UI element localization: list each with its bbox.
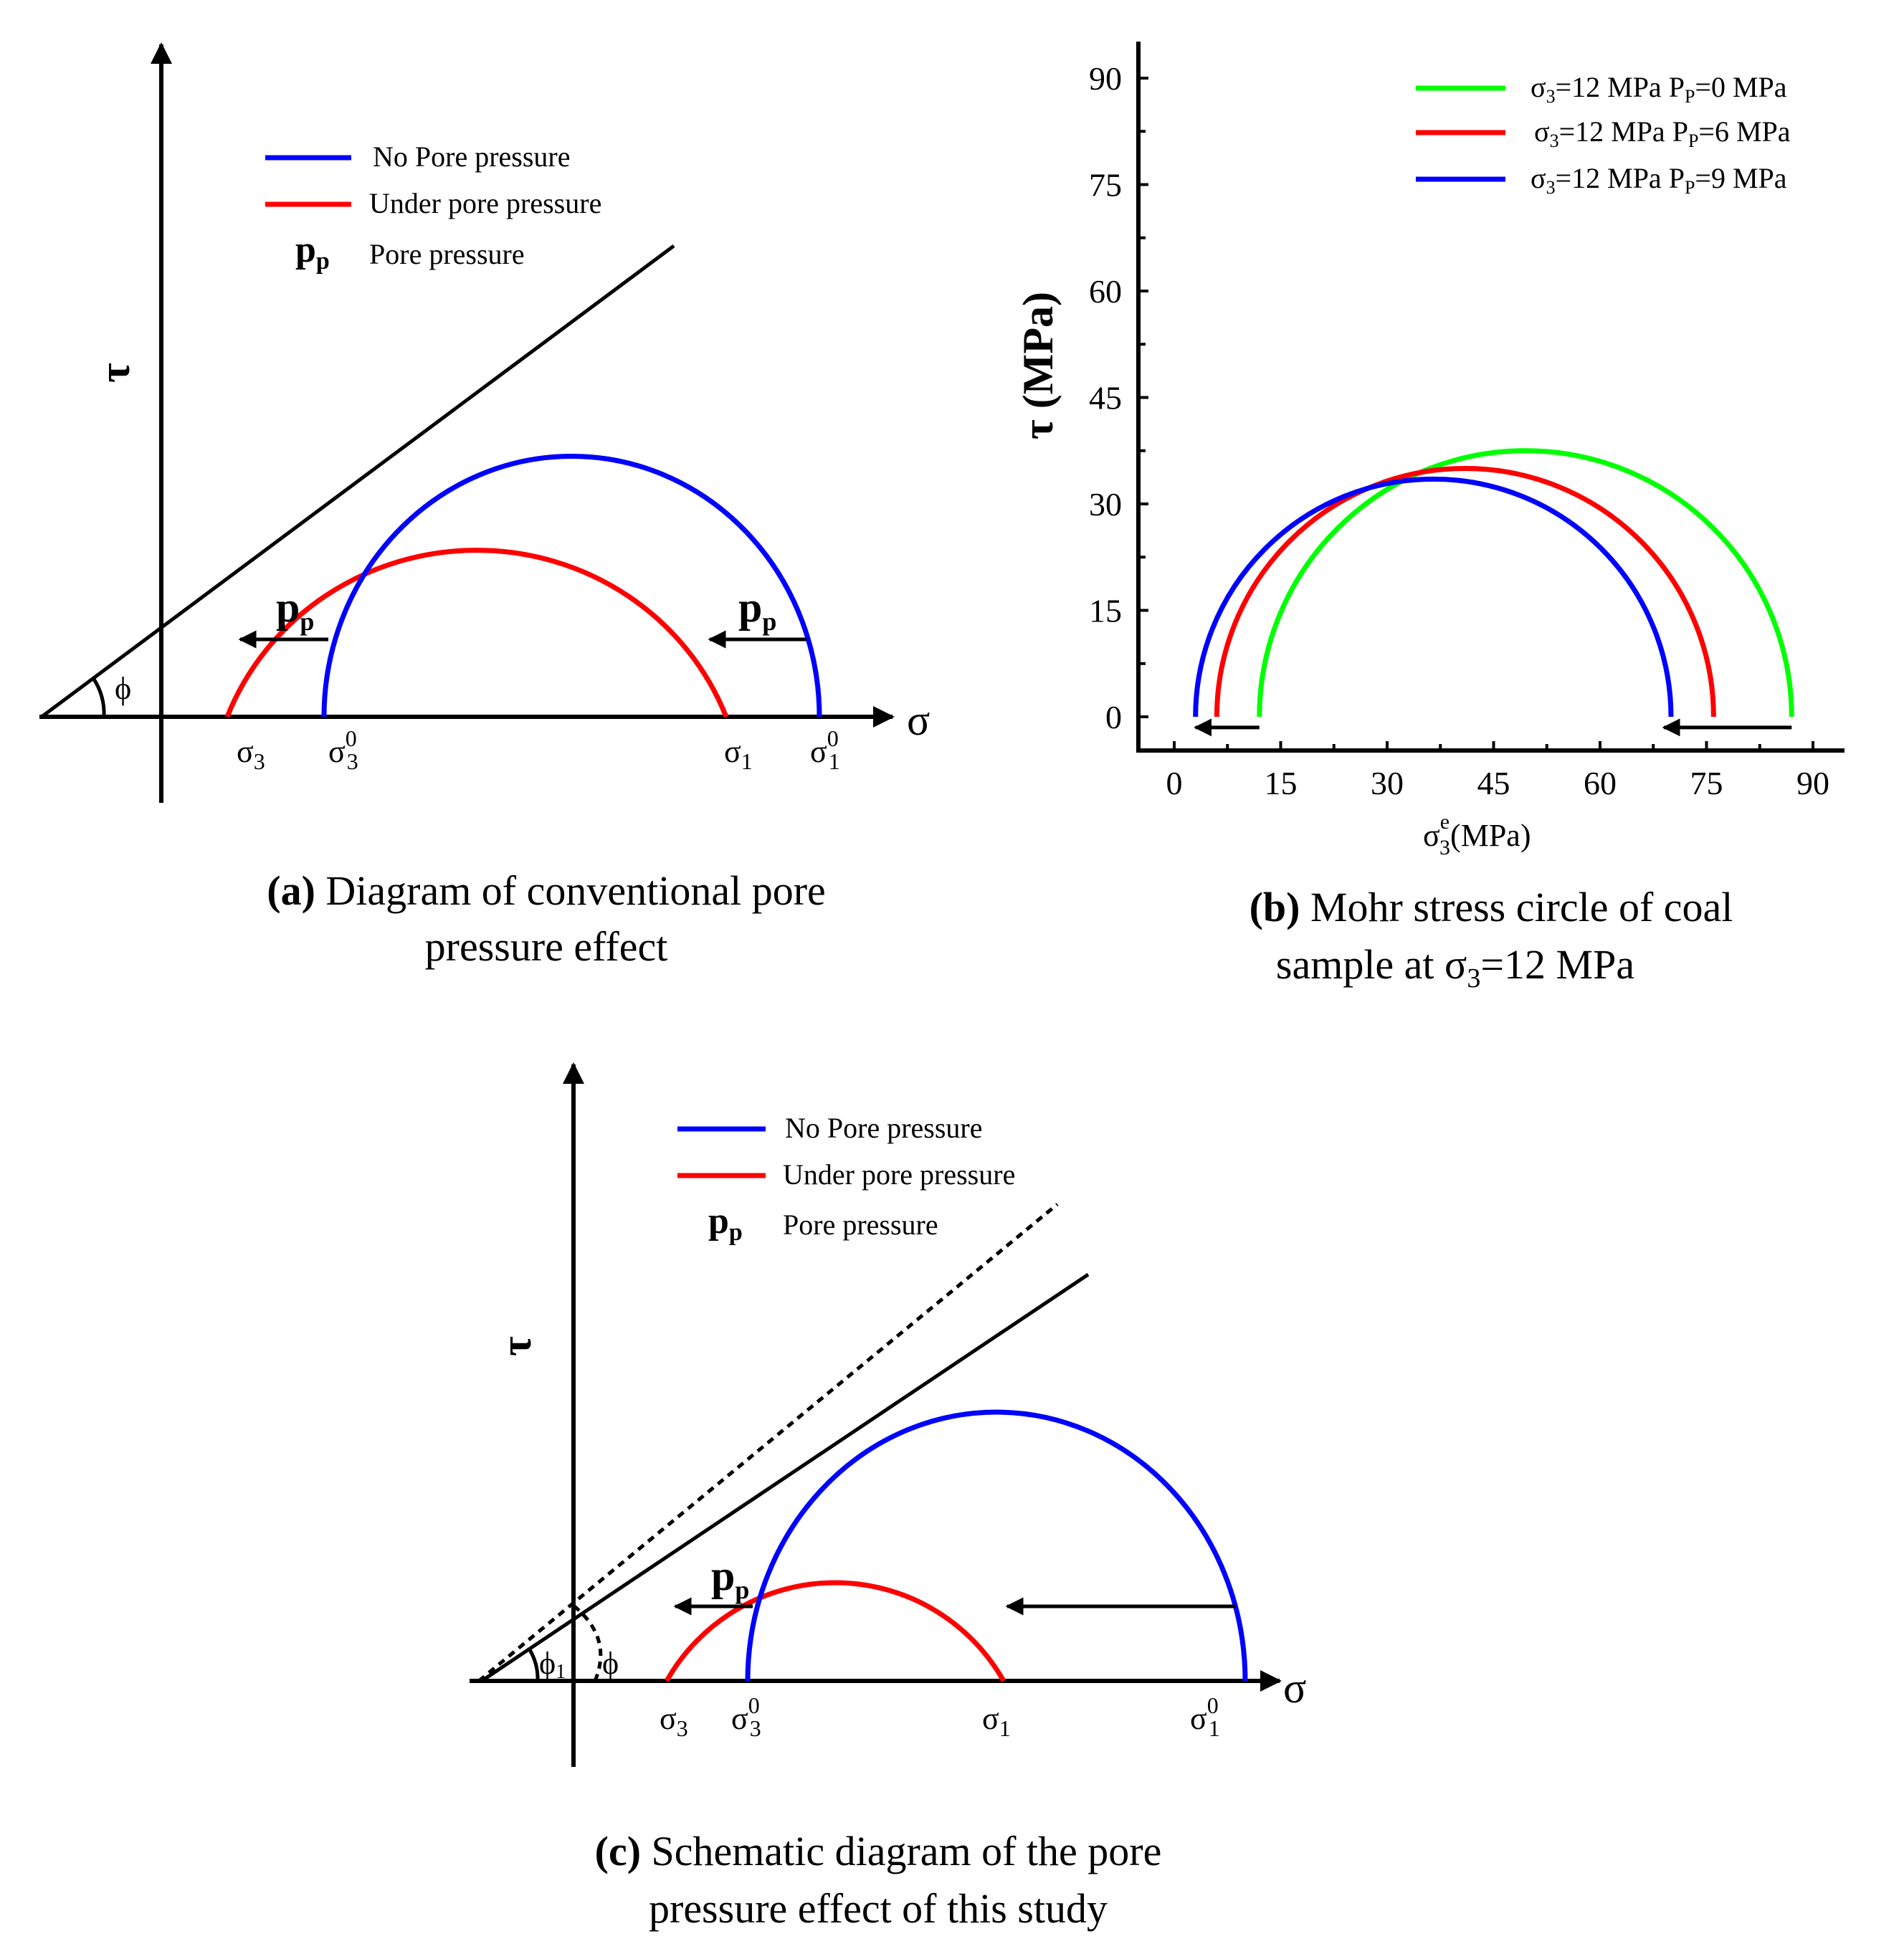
panel-b-legend-item-1: σ3=12 MPa PP=0 MPa [1531, 71, 1787, 107]
panel-b-caption-line2: sample at σ3=12 MPa [1276, 941, 1634, 993]
panel-c-pp-label: pp [711, 1552, 749, 1604]
y-tick-label-0: 0 [1105, 699, 1122, 735]
y-tick-label-45: 45 [1089, 380, 1122, 416]
panel-c-dashed-envelope [477, 1203, 1059, 1682]
y-tick-label-75: 75 [1089, 167, 1122, 204]
panel-c-sigma10-label: σ0 1 [1190, 1692, 1220, 1741]
panel-a: τ σ ϕ pp pp σ3 σ0 3 σ1 σ0 1 No Pore pressu… [39, 42, 930, 970]
panel-b-x-label: σe 3(MPa) [1423, 810, 1531, 859]
panel-b-y-label: τ (MPa) [1014, 292, 1062, 439]
panel-b-circles [1193, 448, 1794, 718]
panel-b-ticks: 0 15 30 45 60 75 90 0 15 30 45 60 75 90 [1089, 60, 1829, 801]
panel-a-phi-arc [91, 677, 106, 718]
mohr-circle--3-12-mpa-pp-6-mpa [1214, 466, 1716, 718]
panel-a-legend-pp-text: Pore pressure [369, 238, 525, 270]
panel-c-tau-symbol: τ [492, 1336, 540, 1356]
panel-a-failure-envelope [40, 244, 675, 719]
panel-b-legend-item-3: σ3=12 MPa PP=9 MPa [1531, 162, 1787, 198]
panel-a-sigma3-label: σ3 [237, 734, 265, 774]
y-tick-label-15: 15 [1089, 593, 1122, 629]
panel-a-sigma30-label: σ0 3 [328, 725, 358, 774]
x-tick-label-90: 90 [1796, 765, 1829, 801]
panel-c-legend-under-pore: Under pore pressure [783, 1158, 1015, 1191]
panel-b-legend: σ3=12 MPa PP=0 MPa σ3=12 MPa PP=6 MPa σ3… [1416, 71, 1791, 198]
panel-a-pp-left: pp [276, 583, 314, 636]
panel-a-blue-circle [321, 453, 822, 718]
panel-c-sigma-symbol: σ [1283, 1664, 1306, 1712]
y-tick-label-90: 90 [1089, 60, 1122, 97]
x-tick-label-0: 0 [1166, 765, 1183, 801]
y-tick-label-60: 60 [1089, 273, 1122, 310]
panel-a-sigma10-label: σ0 1 [810, 725, 840, 774]
panel-a-caption-line1: (a) Diagram of conventional pore [267, 867, 826, 914]
panel-c-phi1-arc [527, 1647, 540, 1682]
panel-a-legend-no-pore: No Pore pressure [373, 140, 571, 173]
panel-a-pp-right: pp [738, 583, 776, 636]
panel-c-caption-line2: pressure effect of this study [649, 1885, 1108, 1932]
panel-a-sigma-symbol: σ [907, 697, 930, 744]
x-tick-label-45: 45 [1477, 765, 1510, 801]
panel-a-phi-label: ϕ [115, 671, 131, 706]
panel-c-caption-line1: (c) Schematic diagram of the pore [595, 1828, 1162, 1874]
panel-c-red-circle [664, 1580, 1006, 1682]
panel-b-legend-item-2: σ3=12 MPa PP=6 MPa [1534, 115, 1791, 151]
panel-c-legend-pp-text: Pore pressure [783, 1209, 938, 1241]
panel-b-caption-line1: (b) Mohr stress circle of coal [1250, 884, 1733, 930]
panel-c-phi-label: ϕ [602, 1646, 619, 1681]
panel-a-sigma1-label: σ1 [724, 734, 753, 774]
mohr-circle--3-12-mpa-pp-0-mpa [1257, 448, 1794, 718]
panel-a-legend-pp-symbol: pp [295, 229, 330, 275]
panel-c-legend-pp-symbol: pp [708, 1201, 743, 1246]
panel-c-phi-arc [572, 1604, 603, 1682]
x-tick-label-75: 75 [1690, 765, 1723, 801]
panel-c-legend-no-pore: No Pore pressure [785, 1112, 983, 1144]
panel-c: τ σ ϕ1 ϕ pp σ3 σ0 3 σ1 σ0 1 No Pore pressu… [470, 1062, 1306, 1932]
panel-a-red-circle [224, 548, 729, 718]
panel-c-blue-circle [745, 1409, 1248, 1682]
panel-a-tau-symbol: τ [91, 363, 138, 383]
panel-a-caption-line2: pressure effect [425, 923, 668, 970]
panel-c-solid-envelope [480, 1272, 1090, 1683]
panel-c-sigma3-label: σ3 [660, 1701, 688, 1741]
x-tick-label-30: 30 [1371, 765, 1404, 801]
panel-c-sigma30-label: σ0 3 [731, 1692, 761, 1741]
panel-c-sigma1-label: σ1 [982, 1701, 1011, 1741]
x-tick-label-60: 60 [1584, 765, 1617, 801]
mohr-circle--3-12-mpa-pp-9-mpa [1193, 476, 1674, 718]
panel-b: 0 15 30 45 60 75 90 0 15 30 45 60 75 90 τ (MPa) σe 3(M… [1014, 42, 1844, 993]
y-tick-label-30: 30 [1089, 486, 1122, 523]
x-tick-label-15: 15 [1265, 765, 1298, 801]
panel-c-phi1-label: ϕ1 [539, 1646, 566, 1683]
panel-a-legend-under-pore: Under pore pressure [369, 187, 601, 219]
